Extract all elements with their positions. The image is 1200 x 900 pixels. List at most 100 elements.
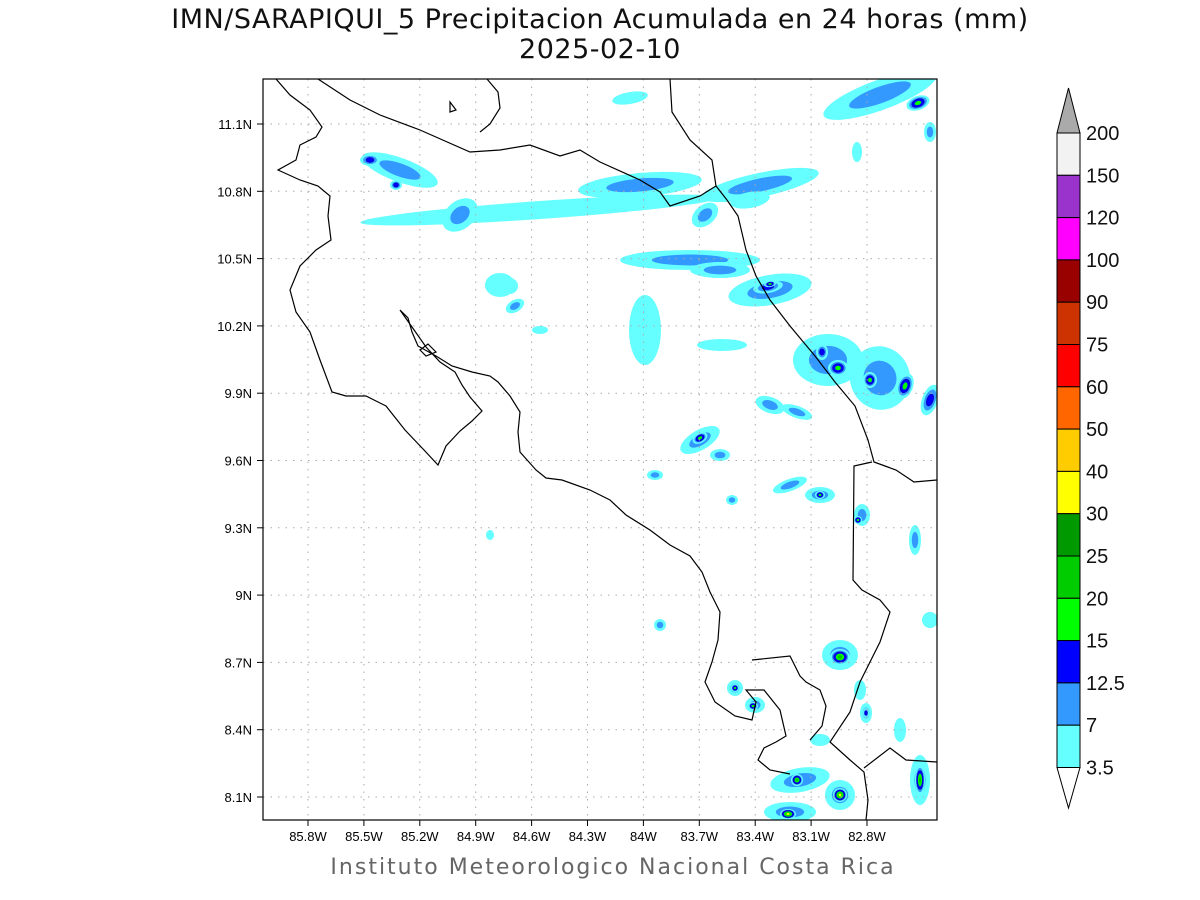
lat-tick-label: 10.8N (217, 184, 252, 199)
map-frame (262, 78, 938, 821)
precip-contour (697, 208, 713, 222)
colorbar-label: 75 (1086, 335, 1108, 357)
figure-title: IMN/SARAPIQUI_5 Precipitacion Acumulada … (171, 4, 1029, 35)
precip-contour (838, 793, 842, 797)
colorbar-under-arrow (1056, 767, 1081, 810)
colorbar-swatch (1056, 724, 1081, 769)
colorbar-swatch (1056, 513, 1081, 557)
precip-contour (768, 283, 772, 285)
precip-contour (911, 531, 919, 549)
precip-contour (914, 100, 922, 106)
precip-contour (656, 621, 664, 629)
precip-contour (810, 734, 830, 746)
lat-tick-label: 10.5N (217, 252, 252, 267)
lon-tick-label: 84.3W (569, 829, 607, 844)
lon-tick-label: 83.7W (681, 829, 719, 844)
precip-contour (379, 160, 421, 180)
precip-contour (727, 175, 793, 195)
precip-contour (532, 326, 548, 334)
colorbar-label: 200 (1086, 123, 1119, 145)
colorbar-swatch (1056, 386, 1081, 430)
precip-contour (697, 339, 747, 351)
precipitation-field (360, 79, 937, 820)
precip-contour (788, 407, 806, 417)
precip-contour (852, 142, 862, 162)
axis-ticks: 85.8W 85.5W 85.2W 84.9W 84.6W 84.3W 84W 83.7W 83… (217, 117, 886, 844)
lake-nicaragua-shore (479, 79, 501, 133)
precip-contour (751, 704, 755, 708)
precip-contour (918, 776, 922, 784)
island (449, 100, 457, 113)
precip-contour (819, 348, 825, 356)
island-chira (419, 343, 438, 357)
lat-tick-label: 11.1N (218, 117, 252, 132)
lon-tick-label: 85.2W (401, 829, 439, 844)
precip-contour (835, 365, 841, 371)
colorbar-label: 100 (1086, 250, 1119, 272)
lon-tick-label: 84W (630, 829, 657, 844)
precip-contour (393, 182, 399, 188)
panama-coast (863, 747, 937, 769)
golfo-dulce-coast (751, 655, 827, 741)
lon-tick-label: 82.8W (848, 829, 886, 844)
lon-tick-label: 84.6W (513, 829, 551, 844)
colorbar-label: 90 (1086, 292, 1108, 314)
lat-tick-label: 9.3N (225, 521, 252, 536)
precip-contour (926, 126, 934, 138)
colorbar-label: 7 (1086, 715, 1097, 737)
lon-tick-label: 84.9W (457, 829, 495, 844)
colorbar-swatch (1056, 470, 1081, 515)
lon-tick-label: 83.4W (736, 829, 774, 844)
precip-contour (854, 680, 866, 700)
precip-contour (818, 493, 822, 497)
precip-contour (868, 377, 872, 383)
precip-contour (629, 295, 661, 365)
lat-tick-label: 9.9N (225, 386, 252, 401)
precip-contour (926, 393, 934, 407)
precip-contour (786, 813, 790, 815)
precip-contour (894, 718, 906, 742)
coastlines-borders (275, 79, 937, 820)
colorbar-swatch (1056, 174, 1081, 219)
lat-tick-label: 9.6N (225, 454, 252, 469)
colorbar-swatch (1056, 640, 1081, 684)
precip-contour (733, 686, 737, 690)
colorbar-label: 30 (1086, 504, 1108, 526)
colorbar-swatch (1056, 132, 1081, 176)
institution-credit: Instituto Meteorologico Nacional Costa R… (330, 855, 896, 880)
nicaragua-border (317, 79, 717, 207)
lat-tick-label: 8.7N (225, 655, 252, 670)
colorbar-swatch (1056, 597, 1081, 642)
colorbar-over-arrow (1056, 87, 1081, 134)
lon-tick-label: 83.1W (792, 829, 830, 844)
colorbar-label: 3.5 (1086, 758, 1114, 780)
colorbar-label: 40 (1086, 461, 1108, 483)
precip-contour (902, 382, 908, 390)
figure-date: 2025-02-10 (519, 34, 681, 65)
precip-contour (703, 265, 737, 275)
precip-contour (485, 273, 515, 297)
lat-tick-label: 8.4N (225, 723, 252, 738)
precip-contour (730, 191, 770, 209)
precip-contour (606, 177, 674, 193)
colorbar-label: 15 (1086, 631, 1108, 653)
lon-tick-label: 85.8W (289, 829, 327, 844)
precip-contour (486, 530, 494, 540)
precip-contour (510, 302, 520, 310)
colorbar-label: 12.5 (1086, 673, 1125, 695)
precip-contour (360, 194, 720, 226)
precip-contour (849, 81, 911, 109)
precip-contour (612, 91, 648, 105)
lat-tick-label: 10.2N (217, 319, 252, 334)
colorbar-label: 25 (1086, 546, 1108, 568)
precip-contour (728, 497, 736, 503)
precip-contour (864, 710, 868, 716)
lat-tick-label: 9N (235, 588, 252, 603)
colorbar-swatch (1056, 682, 1081, 726)
caribbean-coastline (669, 79, 937, 483)
colorbar-swatch (1056, 555, 1081, 599)
colorbar-swatch (1056, 301, 1081, 346)
colorbar-swatch (1056, 217, 1081, 261)
